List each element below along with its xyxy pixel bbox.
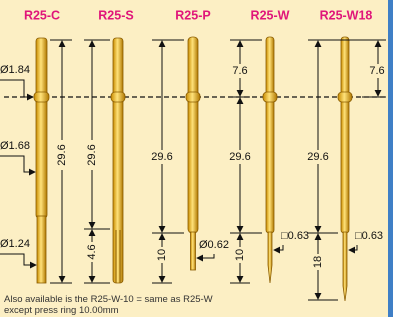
probe-name: R25-W18 <box>320 8 373 22</box>
diagram: R25-C R25-S R25-P R25-W R25-W18 29.6 Ø1.… <box>0 0 393 317</box>
note: Also available is the R25-W-10 = same as… <box>4 294 213 305</box>
dimension-label: □0.63 <box>281 230 309 242</box>
dimension-label: 29.6 <box>307 151 328 163</box>
dimension-label: □0.63 <box>355 230 383 242</box>
probe-name: R25-S <box>98 8 133 22</box>
dimension-label: 7.6 <box>232 65 247 77</box>
diameter-label: Ø1.68 <box>0 140 30 152</box>
dimension-label: Ø0.62 <box>199 239 229 251</box>
dimension-label: 29.6 <box>229 151 250 163</box>
dimension-label: 7.6 <box>369 65 384 77</box>
border <box>388 0 393 317</box>
dimension-label: 29.6 <box>151 151 172 163</box>
diameter-label: Ø1.24 <box>0 238 30 250</box>
probe-r25-s <box>111 38 125 283</box>
diameter-label: Ø1.84 <box>0 64 30 76</box>
dimension-label: 29.6 <box>56 144 68 165</box>
dimension-label: 10 <box>234 249 246 261</box>
probe-name: R25-P <box>175 8 210 22</box>
dimension-label: 29.6 <box>86 144 98 165</box>
probe-name: R25-C <box>24 8 60 22</box>
dimension-label: 18 <box>312 256 324 268</box>
dimension-label: 10 <box>156 249 168 261</box>
note: except press ring 10.00mm <box>4 305 119 316</box>
dimension-label: 4.6 <box>86 244 98 259</box>
probe-name: R25-W <box>251 8 290 22</box>
